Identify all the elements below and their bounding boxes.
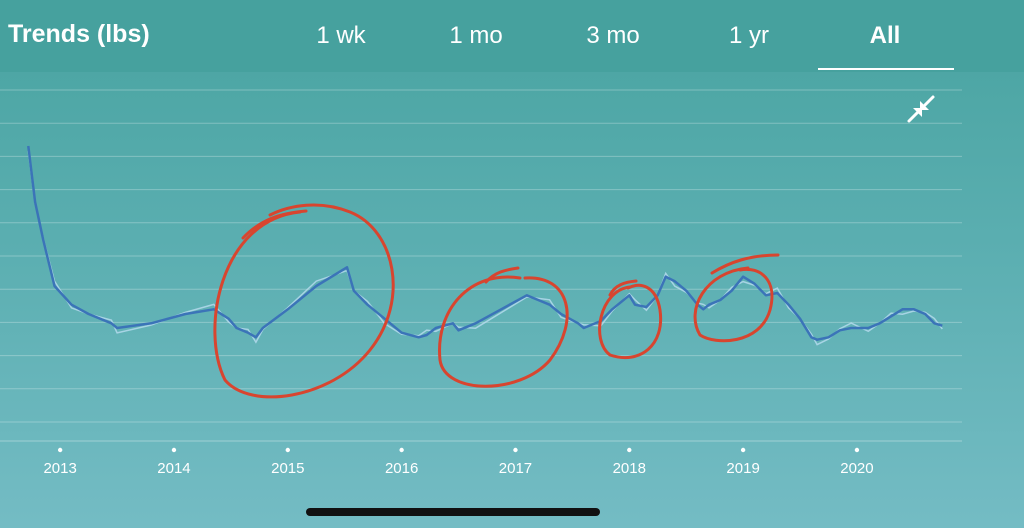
hand-drawn-annotations — [213, 203, 780, 399]
x-axis-ticks: 2013 2014 2015 2016 2017 2018 2019 2020 — [0, 440, 962, 477]
red-annotation-circle — [213, 203, 395, 399]
x-tick-label: 2016 — [385, 460, 418, 477]
red-annotation-stroke — [608, 279, 638, 297]
raw-weight-line — [27, 150, 943, 346]
x-tick-dot — [740, 447, 746, 453]
collapse-arrows-icon[interactable] — [904, 92, 938, 126]
red-annotation-stroke — [241, 209, 308, 240]
active-tab-indicator — [818, 68, 954, 70]
x-tick-label: 2017 — [499, 460, 532, 477]
red-annotation-stroke — [484, 266, 520, 284]
x-tick-label: 2015 — [271, 460, 304, 477]
red-annotation-circle — [438, 275, 569, 388]
red-annotation-circle — [598, 283, 663, 360]
x-tick-label: 2013 — [43, 460, 76, 477]
x-tick-dot — [171, 447, 177, 453]
tab-1-year[interactable]: 1 yr — [728, 22, 769, 49]
x-tick-label: 2014 — [157, 460, 190, 477]
x-tick-dot — [513, 447, 518, 453]
red-annotation-circle — [693, 266, 774, 343]
red-annotation-stroke — [710, 253, 780, 275]
home-indicator[interactable] — [306, 508, 600, 516]
x-tick-dot — [399, 447, 404, 453]
trend-line-series — [27, 145, 943, 341]
tab-1-month[interactable]: 1 mo — [449, 22, 503, 49]
tab-3-months[interactable]: 3 mo — [586, 22, 640, 49]
x-tick-label: 2020 — [840, 460, 873, 477]
raw-weight-layer — [27, 150, 943, 346]
x-tick-label: 2018 — [613, 460, 646, 477]
grid-lines — [0, 89, 962, 423]
series-layer — [27, 145, 943, 341]
x-tick-dot — [627, 447, 632, 453]
x-tick-dot — [285, 447, 291, 453]
header-bar: Trends (lbs) 1 wk 1 mo 3 mo 1 yr All — [0, 0, 1024, 72]
tab-1-week[interactable]: 1 wk — [316, 22, 366, 49]
x-tick-dot — [854, 447, 860, 453]
x-tick-label: 2019 — [726, 460, 759, 477]
tab-all[interactable]: All — [869, 22, 901, 49]
x-tick-dot — [57, 447, 63, 453]
page-title: Trends (lbs) — [8, 20, 150, 48]
